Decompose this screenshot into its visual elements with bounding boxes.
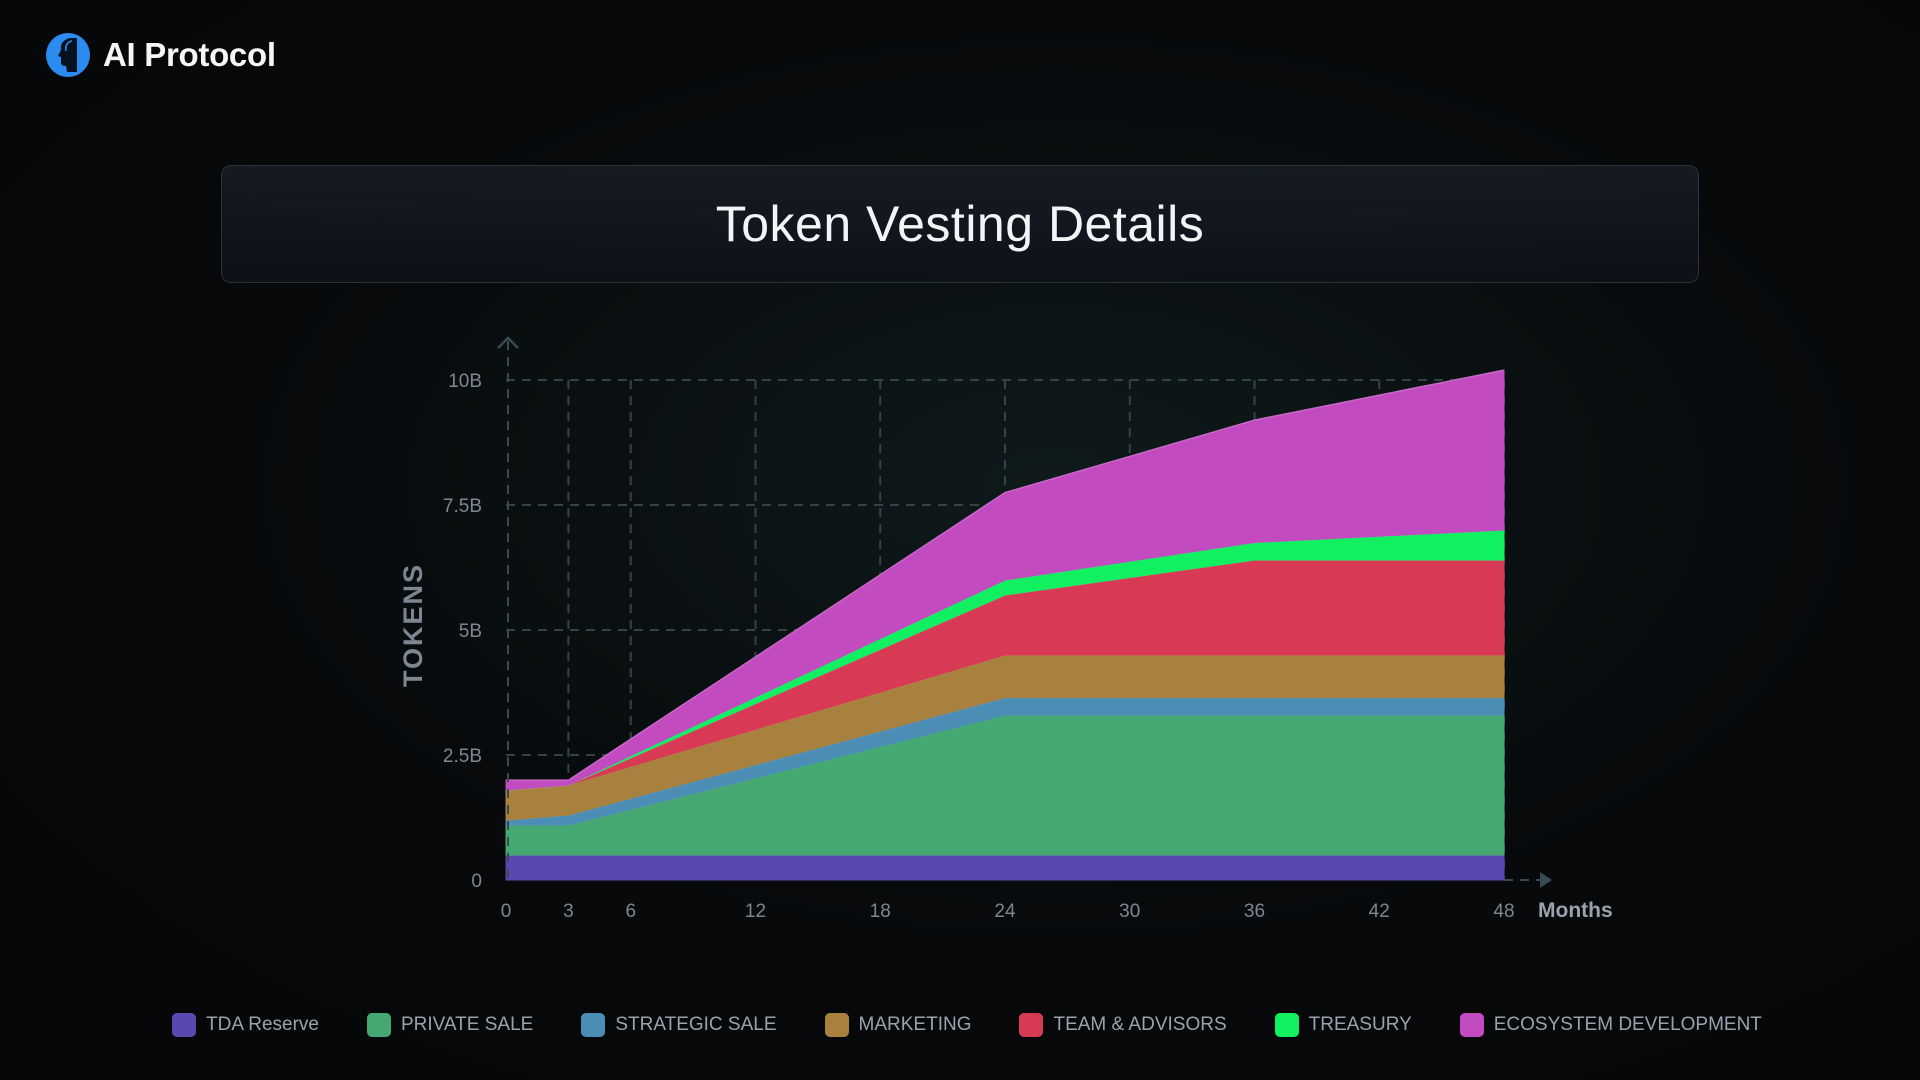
legend-item[interactable]: TREASURY	[1274, 1013, 1412, 1037]
legend-swatch	[1019, 1013, 1044, 1037]
page-title: Token Vesting Details	[715, 196, 1205, 252]
legend-item[interactable]: STRATEGIC SALE	[581, 1013, 777, 1037]
x-tick-label: 6	[625, 901, 636, 922]
legend-swatch	[172, 1013, 196, 1037]
x-tick-label: 30	[1119, 901, 1140, 922]
legend-label: TDA Reserve	[206, 1014, 319, 1035]
legend-item[interactable]: TDA Reserve	[172, 1013, 319, 1037]
legend-label: ECOSYSTEM DEVELOPMENT	[1493, 1014, 1762, 1035]
x-tick-label: 0	[501, 901, 512, 922]
legend-label: STRATEGIC SALE	[615, 1014, 777, 1035]
legend-swatch	[824, 1013, 849, 1037]
area-edge-7	[506, 369, 1505, 781]
x-tick-label: 36	[1244, 901, 1265, 922]
legend-item[interactable]: PRIVATE SALE	[366, 1013, 534, 1037]
brand-logo[interactable]: AI Protocol	[45, 31, 276, 79]
x-axis-arrow-icon	[1540, 872, 1552, 888]
area-series-1	[505, 854, 1505, 881]
legend-item[interactable]: ECOSYSTEM DEVELOPMENT	[1459, 1013, 1762, 1037]
legend-item[interactable]: MARKETING	[824, 1013, 972, 1037]
x-axis-label: Months	[1538, 899, 1613, 922]
y-tick-label: 0	[471, 871, 482, 892]
y-tick-label: 2.5B	[443, 746, 482, 767]
x-tick-label: 12	[745, 901, 766, 922]
y-axis-arrow-icon	[497, 336, 519, 349]
area-series-7	[505, 369, 1505, 791]
y-tick-label: 7.5B	[443, 496, 482, 517]
y-axis-label: TOKENS	[398, 563, 428, 687]
title-panel: Token Vesting Details	[221, 165, 1699, 283]
x-tick-label: 48	[1493, 901, 1514, 922]
legend-swatch	[1274, 1013, 1299, 1037]
chart-legend: TDA Reserve PRIVATE SALE STRATEGIC SALE MAR…	[172, 1010, 1762, 1040]
legend-item[interactable]: TEAM & ADVISORS	[1019, 1013, 1227, 1037]
legend-swatch	[1459, 1013, 1484, 1037]
x-tick-label: 3	[563, 901, 574, 922]
chart-areas	[505, 369, 1505, 881]
legend-swatch	[366, 1013, 391, 1037]
legend-label: PRIVATE SALE	[400, 1014, 534, 1035]
x-tick-label: 18	[870, 901, 891, 922]
legend-swatch	[581, 1013, 606, 1037]
legend-label: TREASURY	[1308, 1014, 1412, 1035]
x-tick-labels: 0 3 6 12 18 24 30 36 42 48	[501, 901, 1515, 922]
head-profile-icon	[46, 33, 90, 77]
chart-axes	[497, 336, 1552, 888]
legend-label: TEAM & ADVISORS	[1053, 1014, 1227, 1035]
brand-name: AI Protocol	[103, 36, 276, 73]
x-tick-label: 24	[994, 901, 1016, 922]
y-tick-label: 5B	[459, 621, 482, 642]
x-tick-label: 42	[1369, 901, 1390, 922]
y-tick-label: 10B	[448, 371, 482, 392]
y-tick-labels: 0 2.5B 5B 7.5B 10B	[443, 371, 482, 892]
legend-label: MARKETING	[858, 1014, 972, 1035]
